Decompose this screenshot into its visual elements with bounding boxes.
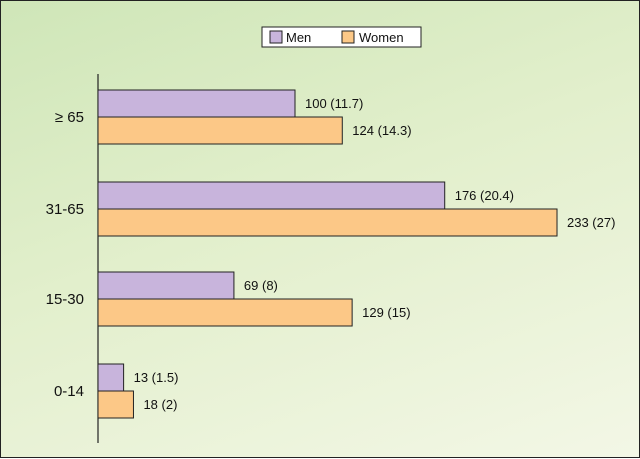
bar-women-2 xyxy=(97,298,353,327)
category-label-0: ≥ 65 xyxy=(55,109,84,126)
bar-women-3 xyxy=(97,390,134,419)
legend-swatch-men xyxy=(269,30,283,44)
category-label-2: 15-30 xyxy=(46,291,84,308)
bar-men-2 xyxy=(97,271,235,300)
data-label-women-0: 124 (14.3) xyxy=(352,123,411,138)
category-label-1: 31-65 xyxy=(46,201,84,218)
bar-men-1 xyxy=(97,181,446,210)
legend-swatch-women xyxy=(341,30,355,44)
bar-women-0 xyxy=(97,116,343,145)
legend-label-women: Women xyxy=(359,30,404,45)
data-label-men-3: 13 (1.5) xyxy=(134,370,179,385)
data-label-women-1: 233 (27) xyxy=(567,215,615,230)
data-label-men-0: 100 (11.7) xyxy=(305,96,363,111)
bar-women-1 xyxy=(97,208,558,237)
category-label-3: 0-14 xyxy=(54,383,84,400)
data-label-women-2: 129 (15) xyxy=(362,305,410,320)
bar-men-0 xyxy=(97,89,296,118)
data-label-men-1: 176 (20.4) xyxy=(455,188,514,203)
legend-label-men: Men xyxy=(286,30,311,45)
data-label-men-2: 69 (8) xyxy=(244,278,278,293)
bar-men-3 xyxy=(97,363,125,392)
data-label-women-3: 18 (2) xyxy=(143,397,177,412)
